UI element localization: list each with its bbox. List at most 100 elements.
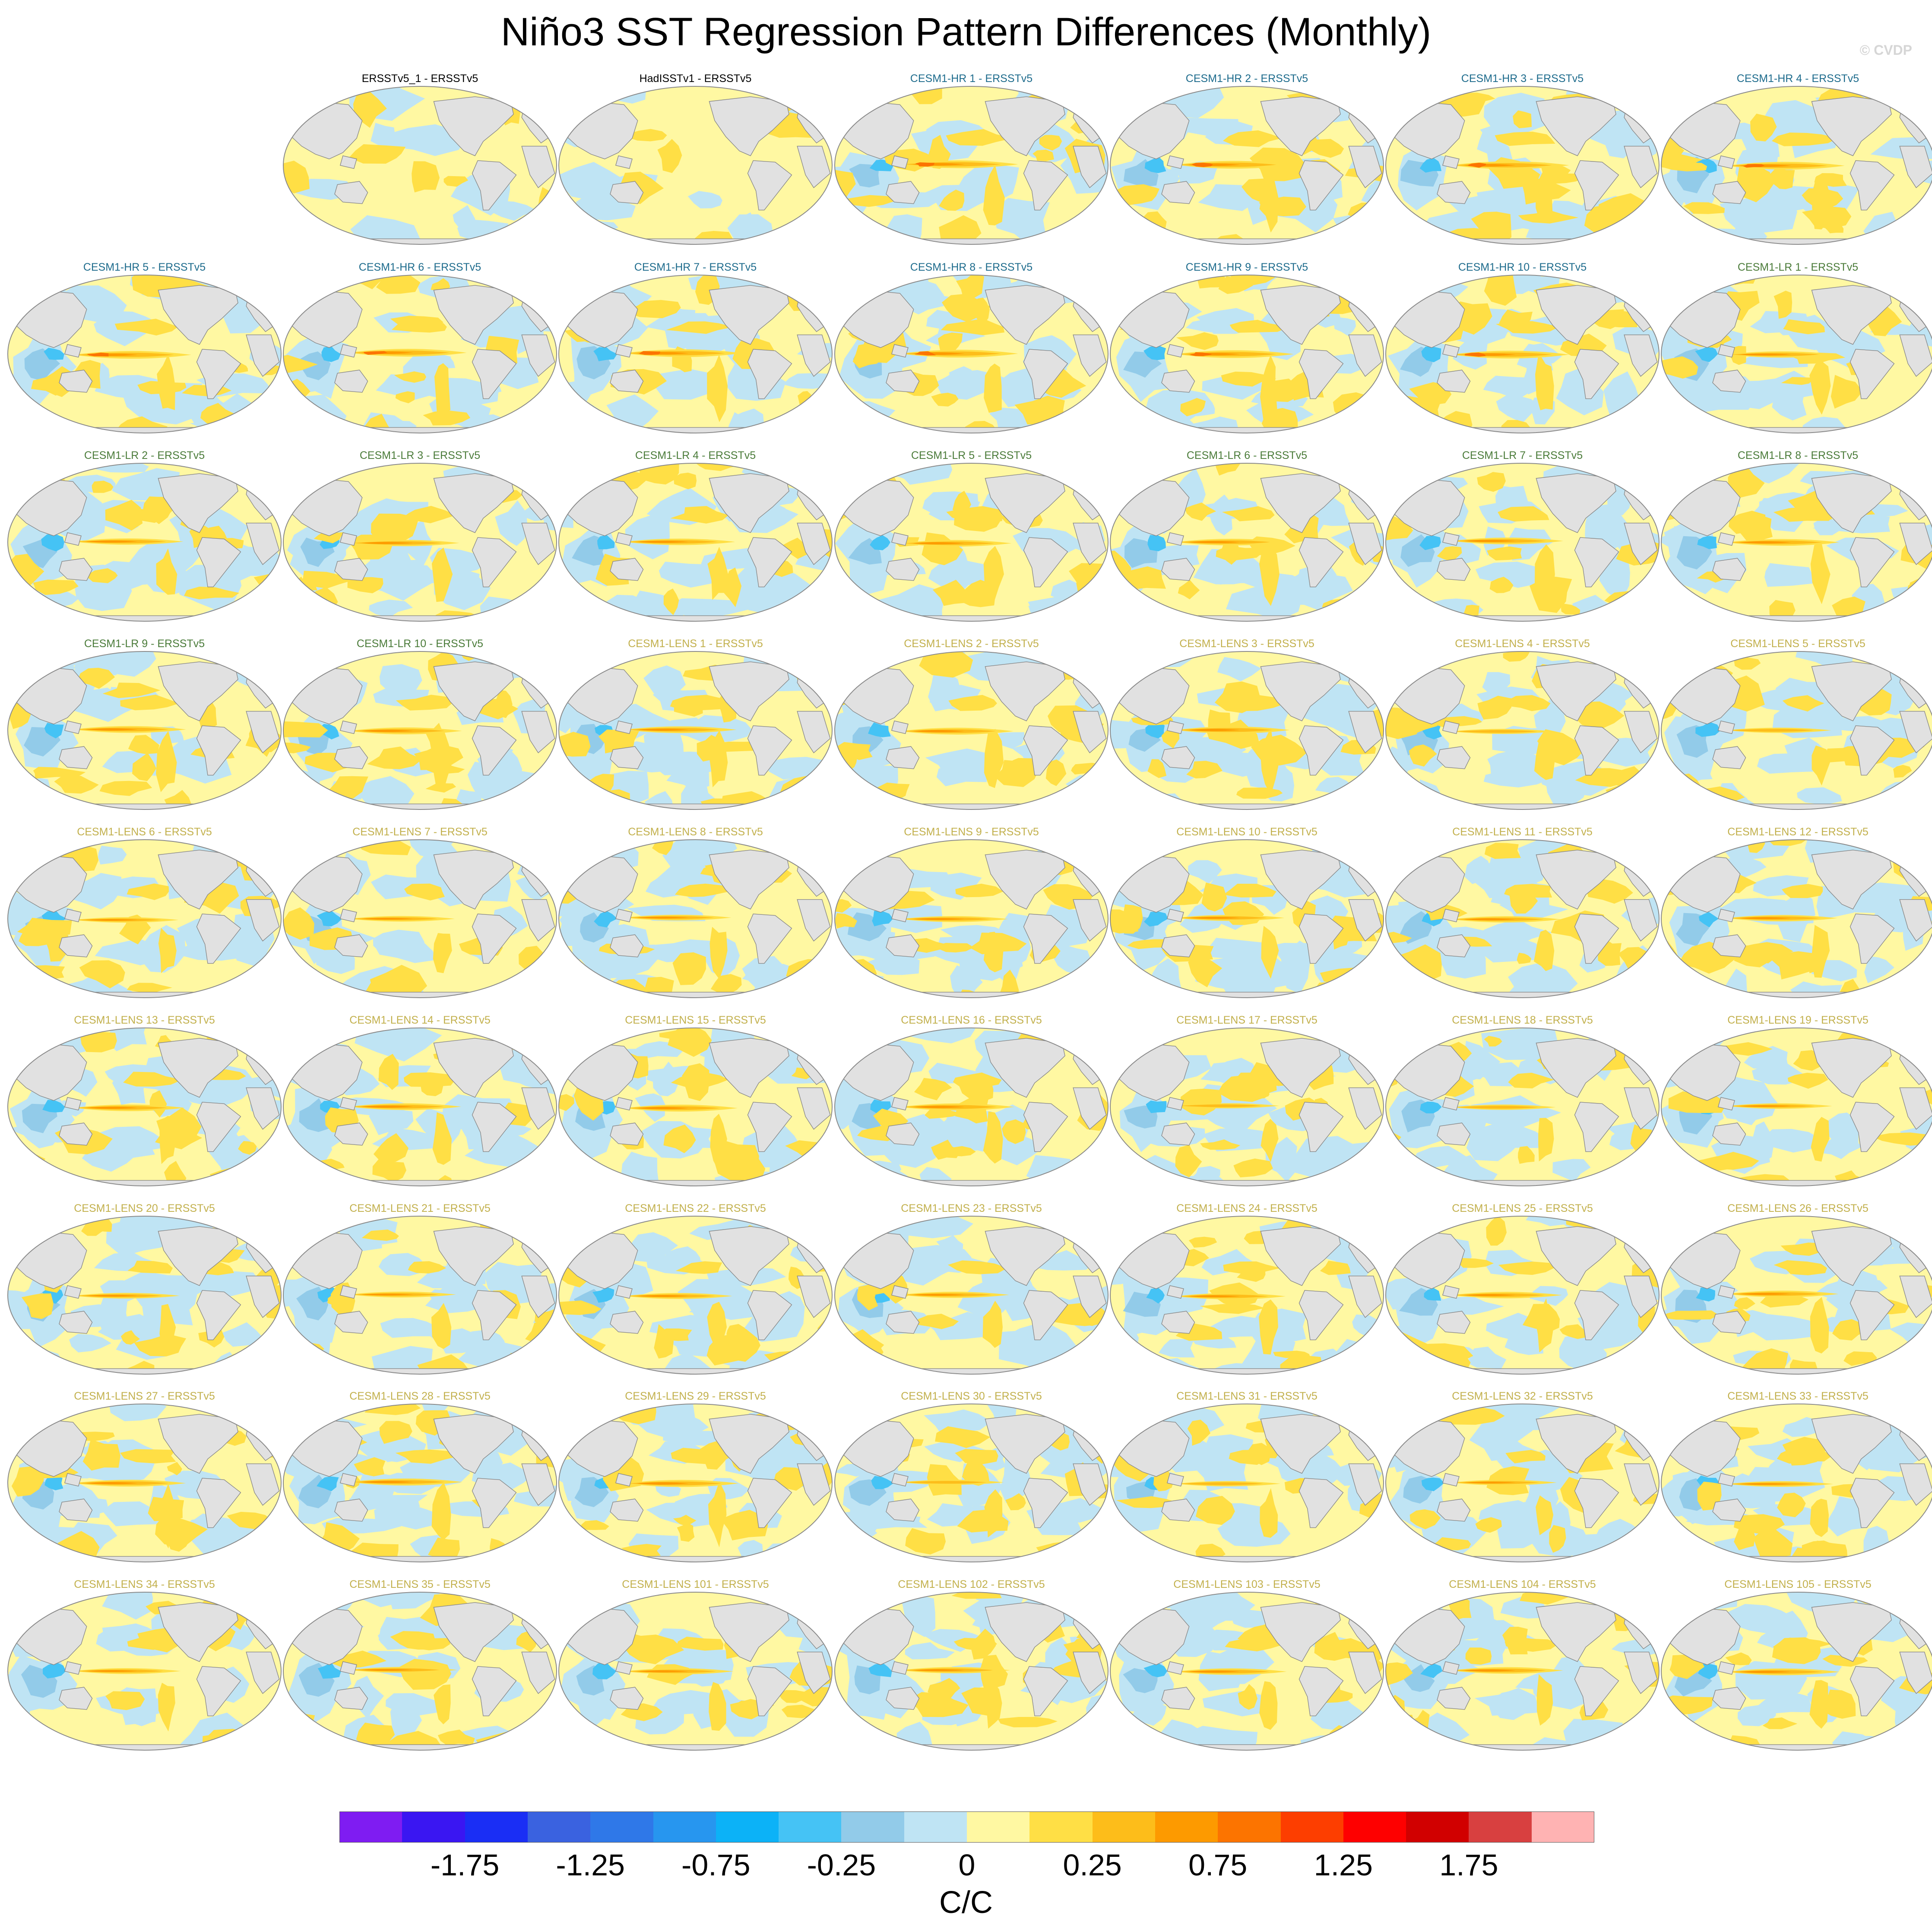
colorbar-swatch — [716, 1811, 779, 1843]
colorbar-swatch — [402, 1811, 466, 1843]
map-panel: CESM1-LR 4 - ERSSTv5 — [558, 449, 833, 622]
map-panel: CESM1-LENS 17 - ERSSTv5 — [1109, 1014, 1384, 1187]
sst-difference-map — [1110, 463, 1384, 622]
panel-title: CESM1-LR 3 - ERSSTv5 — [359, 449, 481, 462]
panel-title: CESM1-LR 7 - ERSSTv5 — [1462, 449, 1583, 462]
panel-title: CESM1-LENS 16 - ERSSTv5 — [901, 1014, 1042, 1026]
colorbar-swatch — [653, 1811, 716, 1843]
panel-title: CESM1-LENS 26 - ERSSTv5 — [1727, 1202, 1869, 1214]
map-panel: CESM1-HR 4 - ERSSTv5 — [1660, 73, 1932, 245]
sst-difference-map — [283, 275, 557, 433]
panel-title: CESM1-LENS 3 - ERSSTv5 — [1179, 638, 1314, 650]
sst-difference-map — [1385, 651, 1660, 810]
colorbar-tick-label: -1.25 — [556, 1848, 625, 1882]
map-panel: CESM1-LENS 21 - ERSSTv5 — [282, 1202, 557, 1375]
sst-difference-map — [834, 1027, 1109, 1186]
panel-title: CESM1-LENS 27 - ERSSTv5 — [74, 1390, 215, 1402]
sst-difference-map — [1385, 463, 1660, 622]
panel-title: CESM1-LR 4 - ERSSTv5 — [635, 449, 756, 462]
map-panel: CESM1-LR 6 - ERSSTv5 — [1109, 449, 1384, 622]
sst-difference-map — [558, 1404, 833, 1562]
map-panel: CESM1-HR 5 - ERSSTv5 — [7, 261, 282, 434]
panel-title: CESM1-LENS 105 - ERSSTv5 — [1724, 1578, 1872, 1590]
sst-difference-map — [1110, 1027, 1384, 1186]
map-panel: HadISSTv1 - ERSSTv5 — [558, 73, 833, 245]
map-panel: CESM1-LENS 101 - ERSSTv5 — [558, 1578, 833, 1751]
sst-difference-map — [834, 651, 1109, 810]
colorbar-swatch — [779, 1811, 842, 1843]
sst-difference-map — [283, 651, 557, 810]
map-panel: CESM1-LENS 34 - ERSSTv5 — [7, 1578, 282, 1751]
sst-difference-map — [1661, 1404, 1932, 1562]
colorbar-swatch — [1280, 1811, 1344, 1843]
map-panel: CESM1-LENS 10 - ERSSTv5 — [1109, 826, 1384, 999]
panel-title: CESM1-LENS 21 - ERSSTv5 — [349, 1202, 491, 1214]
map-panel: CESM1-LENS 104 - ERSSTv5 — [1385, 1578, 1660, 1751]
panel-title: CESM1-LENS 22 - ERSSTv5 — [625, 1202, 766, 1214]
sst-difference-map — [7, 1592, 282, 1751]
panel-title: CESM1-LENS 103 - ERSSTv5 — [1173, 1578, 1321, 1590]
sst-difference-map — [7, 1216, 282, 1375]
map-panel: CESM1-LENS 2 - ERSSTv5 — [834, 638, 1109, 810]
map-panel: CESM1-HR 9 - ERSSTv5 — [1109, 261, 1384, 434]
panel-title: CESM1-LENS 35 - ERSSTv5 — [349, 1578, 491, 1590]
sst-difference-map — [834, 1404, 1109, 1562]
sst-difference-map — [7, 463, 282, 622]
sst-difference-map — [834, 1592, 1109, 1751]
sst-difference-map — [283, 1216, 557, 1375]
panel-title: CESM1-LENS 9 - ERSSTv5 — [904, 826, 1039, 838]
sst-difference-map — [558, 1592, 833, 1751]
map-panel: CESM1-HR 10 - ERSSTv5 — [1385, 261, 1660, 434]
panel-title: CESM1-LR 2 - ERSSTv5 — [84, 449, 205, 462]
map-panel: ERSSTv5_1 - ERSSTv5 — [282, 73, 557, 245]
map-panel: CESM1-LENS 7 - ERSSTv5 — [282, 826, 557, 999]
colorbar-frame — [339, 1811, 1594, 1843]
panel-title: CESM1-LENS 30 - ERSSTv5 — [901, 1390, 1042, 1402]
map-panel: CESM1-LENS 20 - ERSSTv5 — [7, 1202, 282, 1375]
sst-difference-map — [7, 1027, 282, 1186]
colorbar-tick-label: -0.75 — [681, 1848, 751, 1882]
colorbar-swatch — [465, 1811, 528, 1843]
panel-title: CESM1-LENS 12 - ERSSTv5 — [1727, 826, 1869, 838]
panel-title: CESM1-LENS 24 - ERSSTv5 — [1176, 1202, 1318, 1214]
sst-difference-map — [1661, 86, 1932, 245]
map-panel: CESM1-LR 9 - ERSSTv5 — [7, 638, 282, 810]
colorbar-swatch — [590, 1811, 653, 1843]
panel-title: CESM1-HR 6 - ERSSTv5 — [358, 261, 481, 273]
map-panel: CESM1-LENS 33 - ERSSTv5 — [1660, 1390, 1932, 1563]
map-panel: CESM1-LENS 24 - ERSSTv5 — [1109, 1202, 1384, 1375]
map-panel: CESM1-LENS 19 - ERSSTv5 — [1660, 1014, 1932, 1187]
map-panel: CESM1-LENS 9 - ERSSTv5 — [834, 826, 1109, 999]
colorbar-swatch — [1155, 1811, 1218, 1843]
map-panel: CESM1-LR 10 - ERSSTv5 — [282, 638, 557, 810]
sst-difference-map — [1110, 1404, 1384, 1562]
sst-difference-map — [1385, 1404, 1660, 1562]
map-panel: CESM1-LENS 102 - ERSSTv5 — [834, 1578, 1109, 1751]
sst-difference-map — [1661, 1216, 1932, 1375]
sst-difference-map — [834, 1216, 1109, 1375]
sst-difference-map — [1385, 275, 1660, 433]
map-panel: CESM1-HR 6 - ERSSTv5 — [282, 261, 557, 434]
sst-difference-map — [1110, 86, 1384, 245]
map-panel: CESM1-LENS 11 - ERSSTv5 — [1385, 826, 1660, 999]
colorbar-tick-label: -0.25 — [807, 1848, 876, 1882]
map-panel: CESM1-LENS 4 - ERSSTv5 — [1385, 638, 1660, 810]
colorbar-swatch — [1469, 1811, 1532, 1843]
colorbar-swatch — [1218, 1811, 1281, 1843]
map-panel: CESM1-LENS 32 - ERSSTv5 — [1385, 1390, 1660, 1563]
panel-title: CESM1-LENS 1 - ERSSTv5 — [628, 638, 763, 650]
map-panel: CESM1-LENS 105 - ERSSTv5 — [1660, 1578, 1932, 1751]
panel-title: CESM1-LENS 102 - ERSSTv5 — [898, 1578, 1045, 1590]
sst-difference-map — [7, 651, 282, 810]
panel-title: CESM1-LENS 32 - ERSSTv5 — [1452, 1390, 1593, 1402]
map-panel: CESM1-LENS 14 - ERSSTv5 — [282, 1014, 557, 1187]
map-panel: CESM1-LR 7 - ERSSTv5 — [1385, 449, 1660, 622]
colorbar-units: C/C — [939, 1885, 993, 1920]
map-panel: CESM1-LR 8 - ERSSTv5 — [1660, 449, 1932, 622]
copyright-watermark: © CVDP — [1859, 42, 1912, 58]
panel-title: CESM1-LR 8 - ERSSTv5 — [1737, 449, 1859, 462]
panel-title: CESM1-HR 9 - ERSSTv5 — [1185, 261, 1308, 273]
colorbar-swatch — [967, 1811, 1030, 1843]
sst-difference-map — [558, 463, 833, 622]
sst-difference-map — [558, 86, 833, 245]
